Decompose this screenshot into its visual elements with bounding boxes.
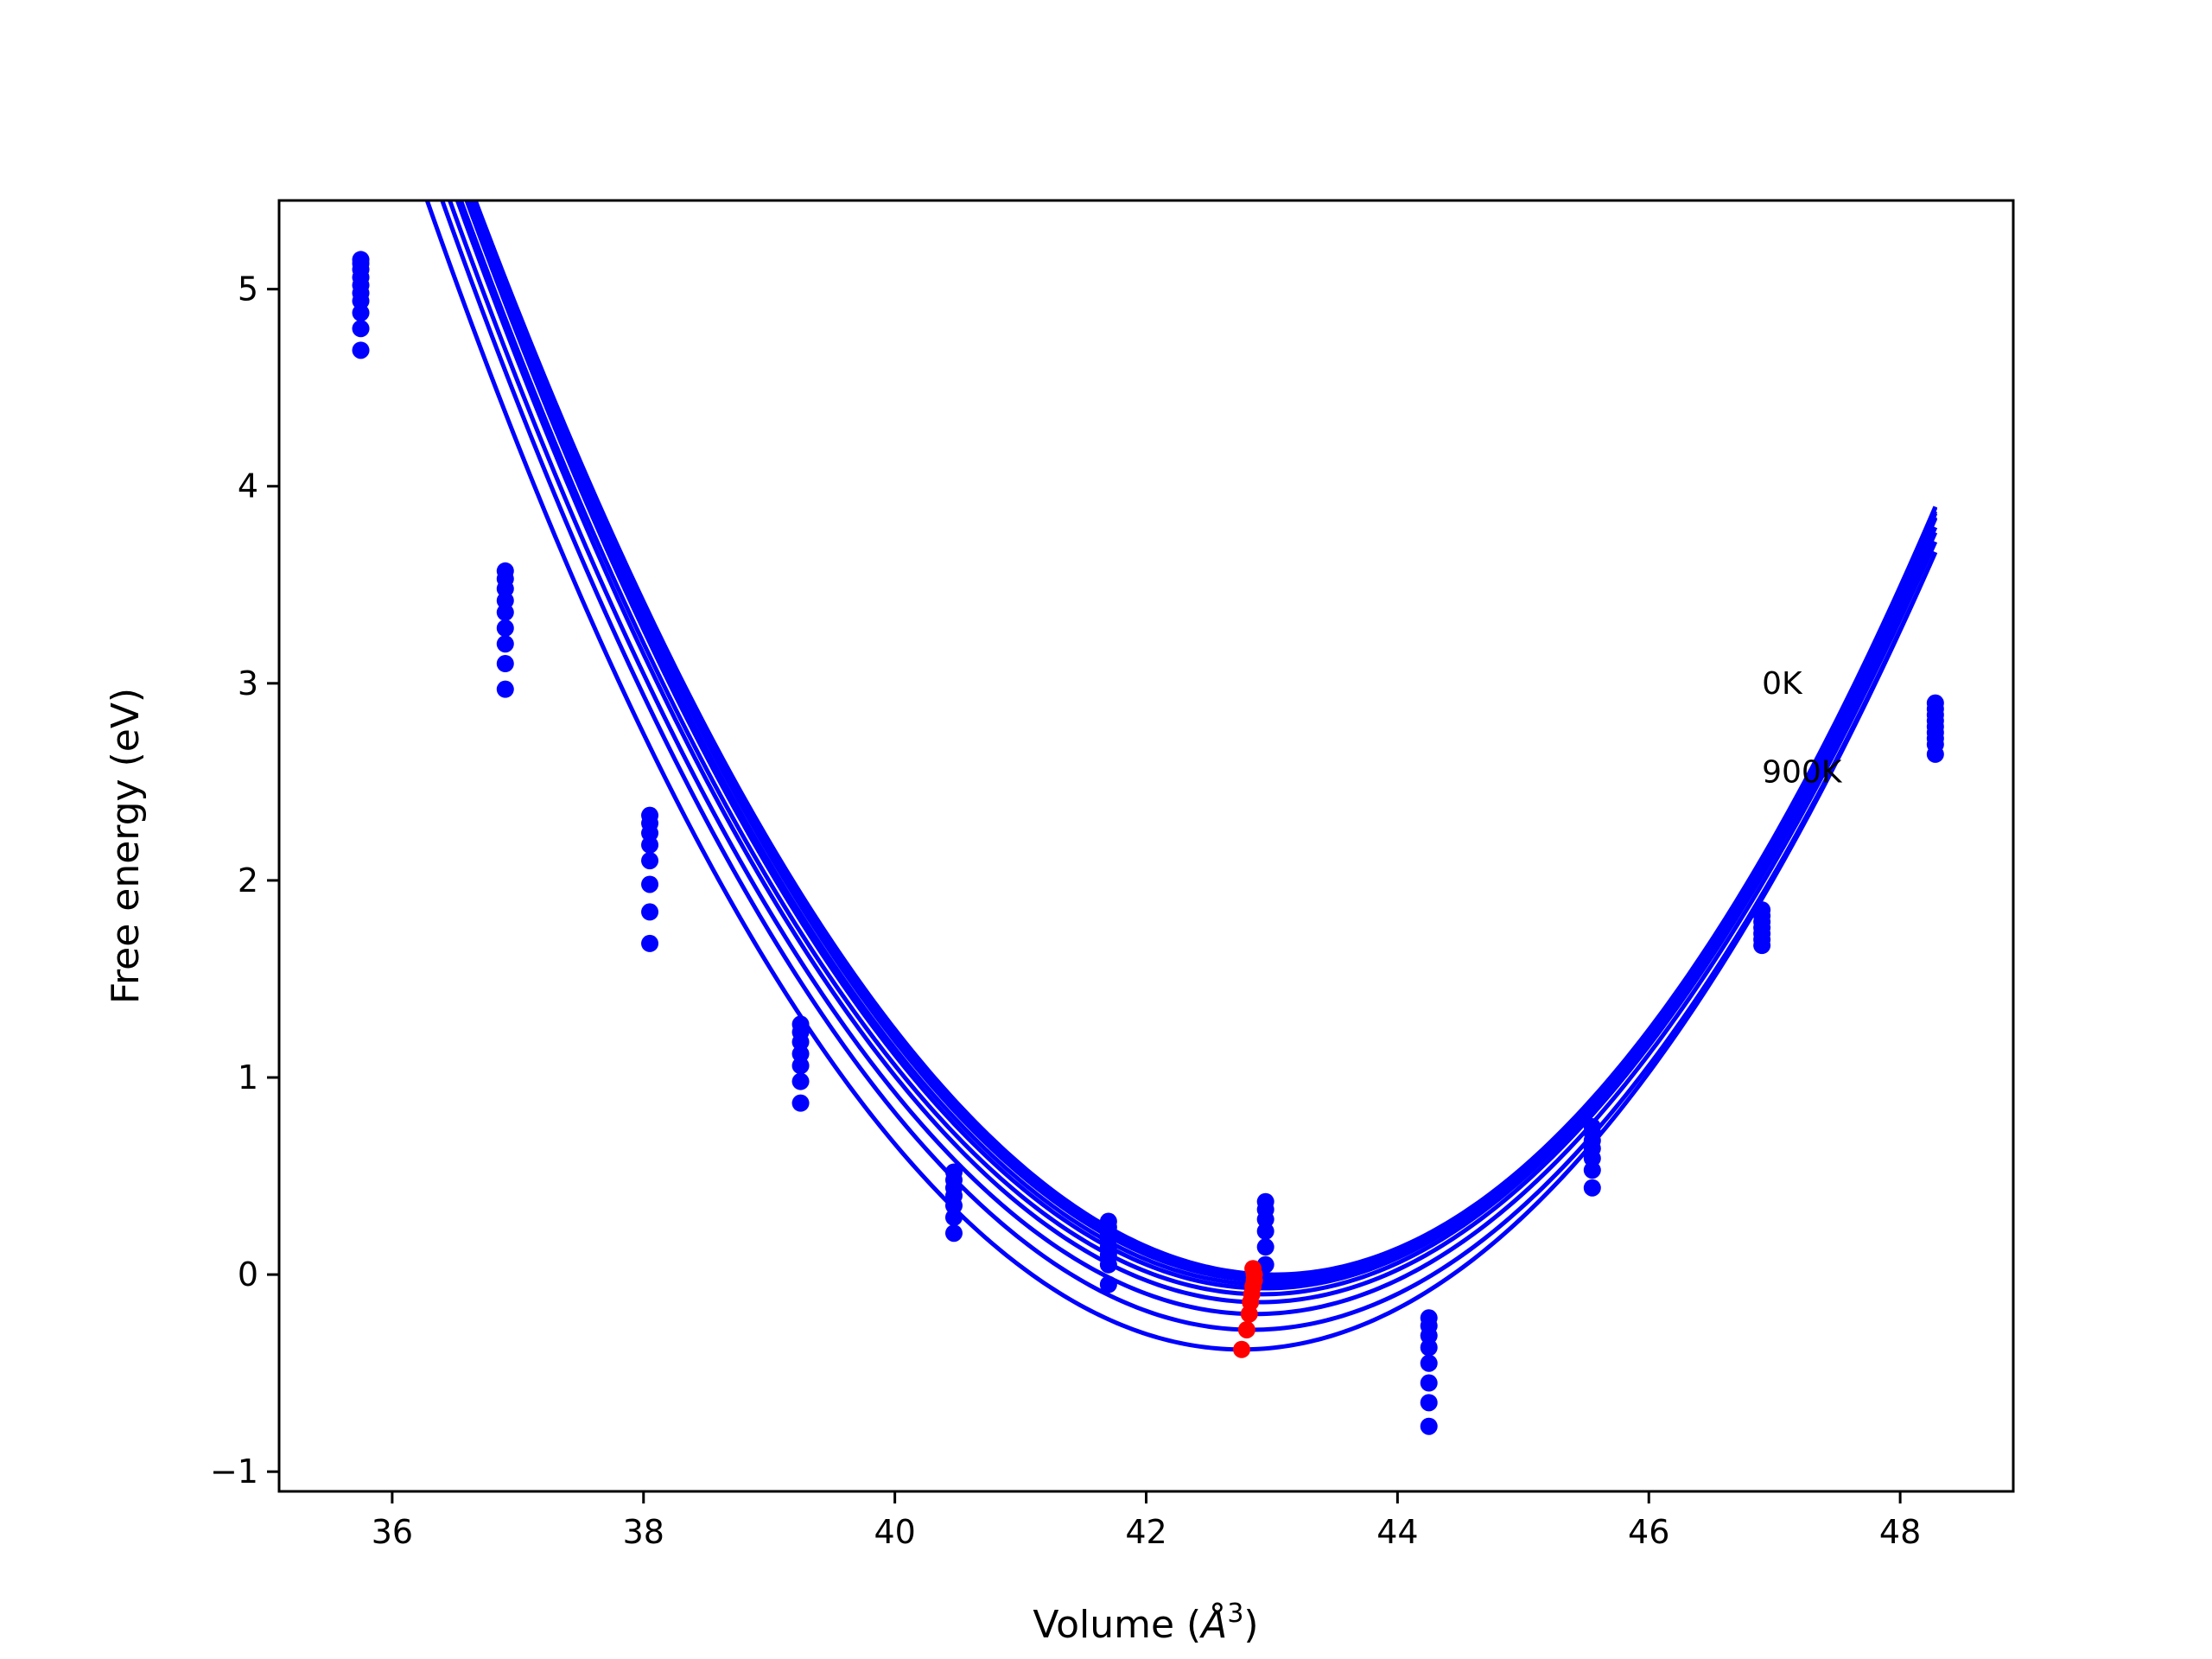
data-point (944, 1197, 963, 1215)
data-point (496, 655, 514, 673)
x-axis-label: Volume (Å3) (1033, 1599, 1258, 1647)
data-point (1583, 1149, 1601, 1167)
x-tick-label: 46 (1628, 1513, 1669, 1551)
data-point (944, 1224, 963, 1243)
series-line (440, 200, 1938, 1332)
data-point (1256, 1238, 1274, 1256)
x-tick-label: 48 (1879, 1513, 1921, 1551)
data-point (496, 635, 514, 653)
data-point (352, 304, 370, 322)
data-point (1256, 1222, 1274, 1240)
temperature-label: 0K (1762, 666, 1803, 702)
data-point (1256, 1211, 1274, 1229)
data-point (352, 292, 370, 310)
data-point (496, 580, 514, 598)
y-tick-label: 3 (238, 664, 258, 702)
data-point (791, 1057, 810, 1075)
minimum-point (1233, 1340, 1251, 1358)
series-line (458, 200, 1938, 1297)
data-point (641, 852, 659, 870)
data-point (1420, 1338, 1438, 1357)
data-points (352, 251, 1944, 1435)
y-tick-label: −1 (210, 1452, 258, 1491)
y-tick-label: 4 (238, 467, 258, 505)
data-point (1099, 1275, 1117, 1294)
minimum-point (1237, 1320, 1255, 1338)
data-point (791, 1045, 810, 1063)
x-tick-label: 42 (1125, 1513, 1166, 1551)
series-line (454, 200, 1938, 1305)
data-point (641, 824, 659, 842)
data-point (1420, 1326, 1438, 1344)
data-point (352, 320, 370, 338)
data-point (1583, 1179, 1601, 1197)
x-tick-label: 36 (372, 1513, 413, 1551)
data-point (641, 836, 659, 854)
x-axis-label-close: ) (1243, 1603, 1258, 1647)
data-point (1753, 937, 1771, 955)
temperature-label: 900K (1762, 754, 1843, 790)
minimum-points (1233, 1260, 1263, 1358)
x-tick-label: 38 (623, 1513, 664, 1551)
data-point (1926, 745, 1944, 763)
series-line (424, 200, 1938, 1352)
data-point (496, 680, 514, 698)
data-point (1420, 1417, 1438, 1435)
y-axis-ticks: −1 0 1 2 3 4 5 (210, 270, 279, 1491)
x-tick-label: 40 (874, 1513, 915, 1551)
data-point (641, 934, 659, 952)
data-point (1099, 1255, 1117, 1274)
fit-curves (424, 200, 1938, 1352)
data-point (1420, 1374, 1438, 1392)
data-point (641, 903, 659, 921)
data-point (944, 1208, 963, 1226)
y-tick-label: 2 (238, 861, 258, 899)
data-point (352, 341, 370, 359)
y-tick-label: 0 (238, 1255, 258, 1294)
x-axis-label-text: Volume ( (1033, 1603, 1201, 1647)
series-line (447, 200, 1938, 1317)
data-point (791, 1094, 810, 1112)
data-point (641, 875, 659, 893)
y-tick-label: 5 (238, 270, 258, 308)
minimum-point (1240, 1305, 1258, 1323)
y-axis-label: Free energy (eV) (104, 688, 148, 1004)
x-tick-label: 44 (1376, 1513, 1418, 1551)
data-point (1420, 1394, 1438, 1412)
x-axis-label-symbol: Å (1198, 1601, 1227, 1647)
data-point (496, 603, 514, 621)
data-point (496, 592, 514, 610)
series-line (464, 200, 1938, 1291)
annotations: 0K 900K (1762, 666, 1843, 791)
x-axis-ticks: 36 38 40 42 44 46 48 (372, 1491, 1921, 1551)
data-point (791, 1072, 810, 1090)
data-point (791, 1033, 810, 1051)
data-point (1583, 1161, 1601, 1179)
data-point (1420, 1354, 1438, 1372)
y-tick-label: 1 (238, 1058, 258, 1096)
x-axis-label-power: 3 (1227, 1599, 1243, 1629)
data-point (496, 619, 514, 637)
